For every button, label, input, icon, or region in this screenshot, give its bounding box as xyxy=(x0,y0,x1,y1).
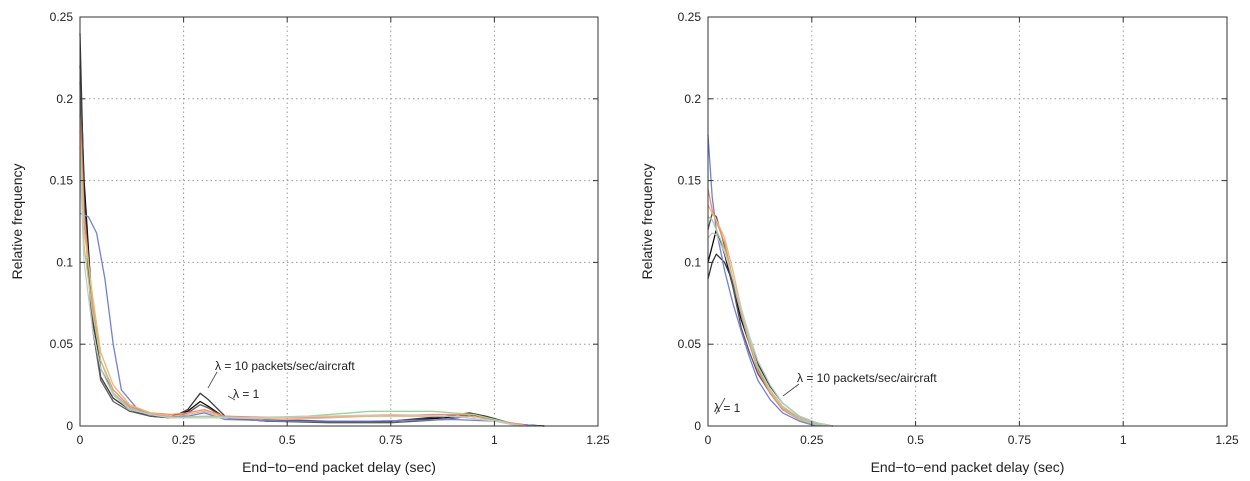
annotation-label: λ = 1 xyxy=(233,387,260,401)
y-tick-label: 0.1 xyxy=(684,255,701,269)
series-line-3 xyxy=(79,81,545,427)
annotation-leader-line xyxy=(207,371,218,389)
y-tick-label: 0.25 xyxy=(678,10,702,24)
x-tick-label: 1.25 xyxy=(1215,433,1239,447)
y-tick-label: 0.25 xyxy=(50,10,74,24)
x-tick-label: 0.75 xyxy=(1008,433,1032,447)
annotation-label: λ = 10 packets/sec/aircraft xyxy=(215,359,355,373)
x-tick-label: 0 xyxy=(77,433,84,447)
y-tick-label: 0.15 xyxy=(50,174,74,188)
series-line-4 xyxy=(707,134,817,427)
x-tick-label: 1 xyxy=(1120,433,1127,447)
x-tick-label: 0 xyxy=(705,433,712,447)
series-line-6 xyxy=(79,130,529,427)
x-tick-label: 1 xyxy=(491,433,498,447)
annotation-leader-line xyxy=(782,383,800,397)
x-tick-label: 0.25 xyxy=(172,433,196,447)
y-axis-label: Relative frequency xyxy=(639,164,655,280)
y-tick-label: 0.1 xyxy=(56,255,73,269)
x-tick-label: 0.5 xyxy=(907,433,924,447)
series-line-8 xyxy=(79,163,520,427)
x-axis-label: End−to−end packet delay (sec) xyxy=(871,459,1065,475)
right-chart: 0 0.25 0.5 0.75 1 1.25 0 0.05 0.1 0.15 0.2 0.25 End−… xyxy=(639,10,1239,475)
x-tick-label: 0.5 xyxy=(279,433,296,447)
annotation-leader-line xyxy=(715,397,726,415)
series-line-4 xyxy=(79,212,537,427)
y-tick-label: 0.2 xyxy=(56,92,73,106)
y-tick-label: 0.05 xyxy=(678,337,702,351)
annotation-label: λ = 1 xyxy=(714,401,741,415)
series-line-5 xyxy=(79,114,529,427)
x-tick-label: 0.75 xyxy=(379,433,403,447)
x-tick-label: 0.25 xyxy=(800,433,824,447)
x-tick-label: 1.25 xyxy=(586,433,610,447)
y-tick-label: 0 xyxy=(66,419,73,433)
y-tick-label: 0.15 xyxy=(678,174,702,188)
plot-frame xyxy=(707,16,1228,427)
series-line-8 xyxy=(707,232,834,427)
plot-frame xyxy=(79,16,599,427)
y-tick-label: 0.05 xyxy=(50,337,74,351)
annotation-label: λ = 10 packets/sec/aircraft xyxy=(797,371,937,385)
y-axis-label: Relative frequency xyxy=(9,164,25,280)
x-axis-label: End−to−end packet delay (sec) xyxy=(242,459,436,475)
series-line-7 xyxy=(707,215,834,427)
y-tick-label: 0 xyxy=(694,419,701,433)
y-tick-label: 0.2 xyxy=(684,92,701,106)
left-chart: 0 0.25 0.5 0.75 1 1.25 0 0.05 0.1 0.15 0.2 0.25 End−… xyxy=(9,10,610,475)
annotation-leader-line xyxy=(227,395,236,401)
series-line-7 xyxy=(79,147,520,427)
